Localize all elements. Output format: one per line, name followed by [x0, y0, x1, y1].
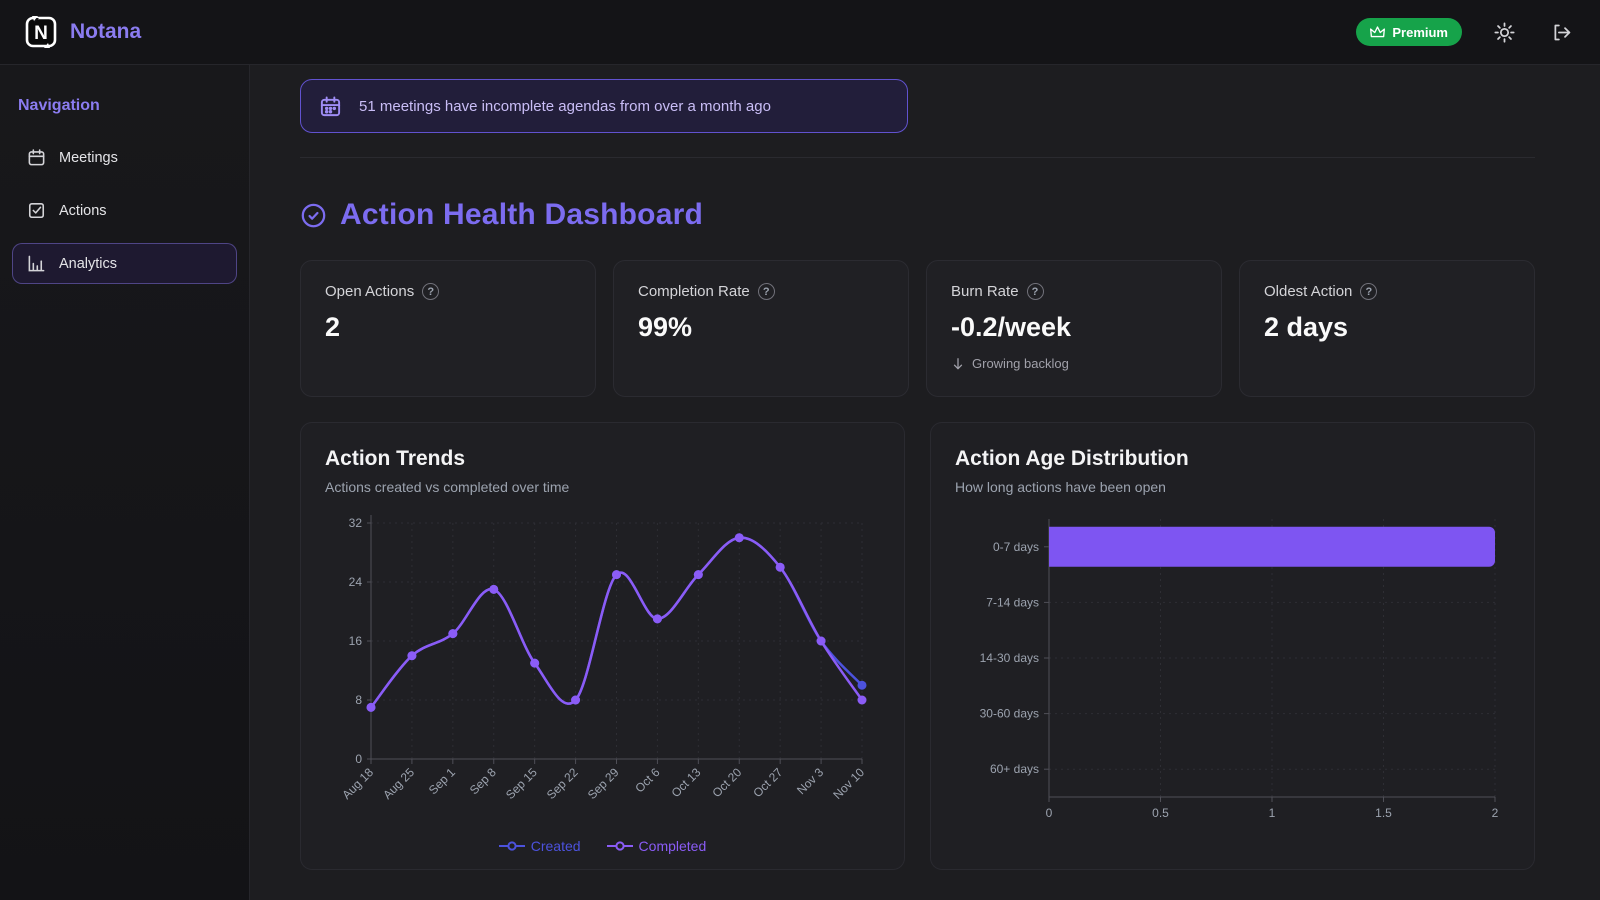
stat-label: Burn Rate — [951, 283, 1019, 300]
stat-note-text: Growing backlog — [972, 356, 1069, 371]
stat-card-oldest-action: Oldest Action 2 days — [1239, 260, 1535, 397]
divider — [300, 157, 1535, 158]
notana-logo-icon: N — [25, 16, 57, 48]
stat-value: -0.2/week — [951, 312, 1072, 342]
help-icon[interactable] — [1360, 283, 1378, 300]
theme-toggle-button[interactable] — [1490, 18, 1519, 47]
premium-label: Premium — [1392, 24, 1448, 40]
chart-title: Action Trends — [325, 447, 466, 470]
app-title: Notana — [70, 20, 142, 43]
banner-text: 51 meetings have incomplete agendas from… — [359, 97, 771, 115]
svg-text:Sep 29: Sep 29 — [585, 765, 622, 802]
check-circle-icon — [301, 203, 326, 227]
checkbox-icon — [28, 202, 45, 219]
svg-text:14-30 days: 14-30 days — [980, 651, 1039, 665]
svg-text:2: 2 — [1492, 806, 1499, 820]
action-age-card: Action Age Distribution How long actions… — [930, 422, 1535, 870]
svg-text:32: 32 — [349, 516, 363, 530]
help-icon[interactable] — [1026, 283, 1044, 300]
svg-text:16: 16 — [349, 634, 363, 648]
svg-text:Sep 1: Sep 1 — [426, 765, 458, 797]
action-age-bar-chart: 0-7 days 7-14 days 14-30 days 30-60 days 60+… — [980, 519, 1499, 820]
calendar-icon — [320, 95, 341, 116]
chart-title: Action Age Distribution — [955, 447, 1189, 470]
svg-text:24: 24 — [349, 575, 363, 589]
svg-text:Oct 13: Oct 13 — [669, 765, 704, 800]
action-trends-card: Action Trends Actions created vs complet… — [300, 422, 905, 870]
chart-subtitle: Actions created vs completed over time — [325, 479, 570, 495]
svg-text:N: N — [34, 23, 48, 44]
logout-button[interactable] — [1547, 18, 1576, 47]
sidebar-item-meetings[interactable]: Meetings — [12, 137, 237, 178]
svg-text:1: 1 — [1269, 806, 1276, 820]
page-title: Action Health Dashboard — [340, 198, 703, 231]
stat-value: 99% — [638, 312, 693, 342]
help-icon[interactable] — [757, 283, 775, 300]
sidebar-item-label: Meetings — [59, 149, 118, 166]
legend-label: Created — [530, 838, 581, 854]
stat-card-completion-rate: Completion Rate 99% — [613, 260, 909, 397]
stat-label: Open Actions — [325, 283, 415, 300]
calendar-icon — [28, 149, 45, 166]
svg-text:8: 8 — [355, 693, 362, 707]
topbar: N Notana Premium — [0, 0, 1600, 65]
legend-marker-icon — [498, 841, 525, 851]
stat-card-open-actions: Open Actions 2 — [300, 260, 596, 397]
svg-text:Oct 20: Oct 20 — [709, 765, 744, 800]
help-icon[interactable] — [422, 283, 440, 300]
chart-subtitle: How long actions have been open — [955, 479, 1166, 495]
stat-cards-row: Open Actions 2 Completion Rate 99% Burn … — [300, 260, 1535, 397]
main-content: 51 meetings have incomplete agendas from… — [250, 65, 1600, 900]
incomplete-agendas-banner[interactable]: 51 meetings have incomplete agendas from… — [300, 79, 908, 133]
svg-text:Nov 3: Nov 3 — [794, 765, 826, 797]
sidebar-item-analytics[interactable]: Analytics — [12, 243, 237, 284]
chart-legend: Created Completed — [325, 838, 880, 854]
svg-text:7-14 days: 7-14 days — [986, 595, 1039, 609]
sidebar: Navigation Meetings Actions — [0, 65, 250, 900]
svg-text:0: 0 — [355, 752, 362, 766]
sidebar-title: Navigation — [18, 97, 100, 114]
premium-button[interactable]: Premium — [1356, 18, 1462, 46]
svg-text:Aug 25: Aug 25 — [380, 765, 417, 802]
svg-text:30-60 days: 30-60 days — [980, 707, 1039, 721]
svg-text:0: 0 — [1046, 806, 1053, 820]
sidebar-item-actions[interactable]: Actions — [12, 190, 237, 231]
stat-label: Oldest Action — [1264, 283, 1353, 300]
svg-text:Sep 22: Sep 22 — [544, 765, 581, 802]
svg-text:60+ days: 60+ days — [990, 762, 1039, 776]
svg-text:1.5: 1.5 — [1375, 806, 1392, 820]
section-header: Action Health Dashboard — [300, 198, 1535, 232]
sun-icon — [1494, 21, 1515, 43]
brand: N Notana — [24, 15, 141, 49]
legend-label: Completed — [638, 838, 707, 854]
stat-value: 2 days — [1264, 312, 1349, 342]
svg-text:Aug 18: Aug 18 — [339, 765, 376, 802]
svg-text:0-7 days: 0-7 days — [993, 540, 1039, 554]
svg-text:Sep 8: Sep 8 — [467, 765, 499, 797]
svg-text:Oct 6: Oct 6 — [632, 765, 662, 795]
svg-text:Sep 15: Sep 15 — [503, 765, 540, 802]
svg-text:Nov 10: Nov 10 — [830, 765, 867, 802]
stat-value: 2 — [325, 312, 341, 342]
logout-icon — [1554, 24, 1571, 40]
legend-item-completed[interactable]: Completed — [606, 838, 707, 854]
sidebar-item-label: Analytics — [59, 255, 118, 272]
svg-text:Oct 27: Oct 27 — [750, 765, 785, 800]
legend-item-created[interactable]: Created — [498, 838, 581, 854]
legend-marker-icon — [606, 841, 633, 851]
svg-text:0.5: 0.5 — [1152, 806, 1169, 820]
stat-card-burn-rate: Burn Rate -0.2/week Growing backlog — [926, 260, 1222, 397]
bar-chart-icon — [28, 255, 45, 272]
arrow-down-icon — [953, 357, 963, 369]
stat-label: Completion Rate — [638, 283, 750, 300]
crown-icon — [1370, 25, 1386, 37]
sidebar-item-label: Actions — [59, 202, 107, 219]
